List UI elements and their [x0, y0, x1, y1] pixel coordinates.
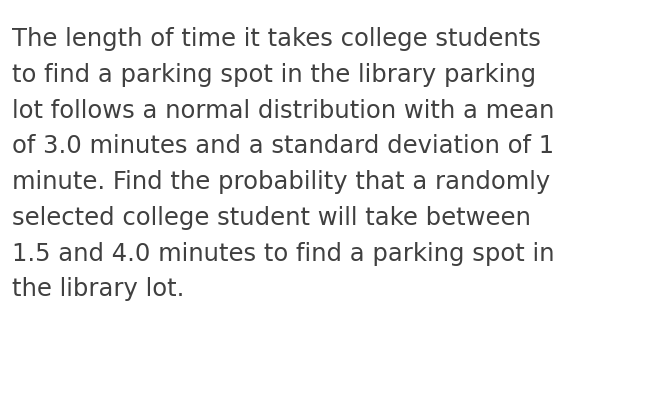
Text: The length of time it takes college students
to find a parking spot in the libra: The length of time it takes college stud… [12, 27, 554, 301]
